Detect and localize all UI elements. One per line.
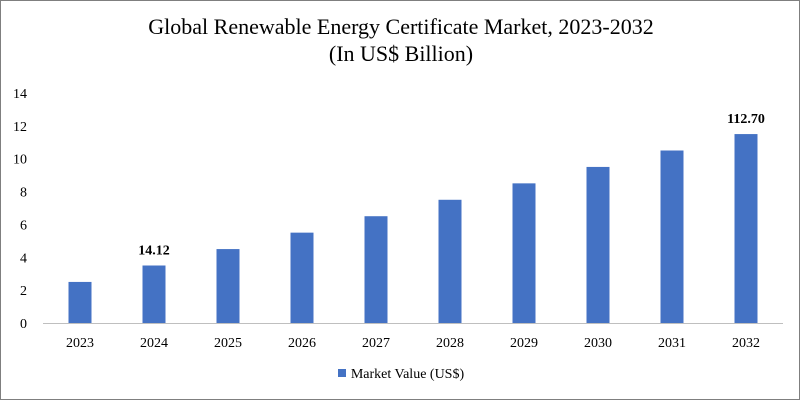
legend-label: Market Value (US$) [350,367,465,382]
y-tick-label: 14 [13,87,27,102]
chart-title-line-2: (In US$ Billion) [328,41,474,66]
bar-2031 [660,150,684,323]
x-tick-label: 2025 [214,336,242,351]
x-tick-label: 2023 [66,336,94,351]
chart-title: Global Renewable Energy Certificate Mark… [1,13,800,67]
x-tick-label: 2029 [510,336,538,351]
y-tick-label: 0 [20,317,27,332]
bar-series [68,134,758,323]
x-axis-ticks: 2023 2024 2025 2026 2027 2028 2029 2030 2031 2032 [66,336,760,351]
y-tick-label: 8 [20,186,27,201]
y-tick-label: 2 [20,284,27,299]
x-tick-label: 2026 [288,336,316,351]
bar-2023 [68,281,92,323]
y-tick-label: 12 [13,120,27,135]
x-tick-label: 2024 [140,336,168,351]
x-tick-label: 2028 [436,336,464,351]
data-labels: 14.12 112.70 [138,112,765,258]
data-label-2032: 112.70 [727,112,765,127]
x-tick-label: 2032 [732,336,760,351]
bar-2025 [216,249,240,323]
y-axis-ticks: 0 2 4 6 8 10 12 14 [13,87,27,332]
bar-2030 [586,166,610,323]
x-tick-label: 2030 [584,336,612,351]
y-tick-label: 10 [13,153,27,168]
bar-2028 [438,199,462,323]
bar-2024 [142,265,166,323]
bar-2027 [364,216,388,323]
x-tick-label: 2027 [362,336,390,351]
y-tick-label: 4 [20,251,27,266]
legend-swatch [337,369,346,377]
y-tick-label: 6 [20,218,27,233]
bar-2026 [290,232,314,323]
bar-2032 [734,134,758,323]
legend: Market Value (US$) [1,367,800,383]
bar-2029 [512,183,536,323]
x-tick-label: 2031 [658,336,686,351]
chart-title-line-1: Global Renewable Energy Certificate Mark… [148,14,654,39]
data-label-2024: 14.12 [138,244,170,259]
